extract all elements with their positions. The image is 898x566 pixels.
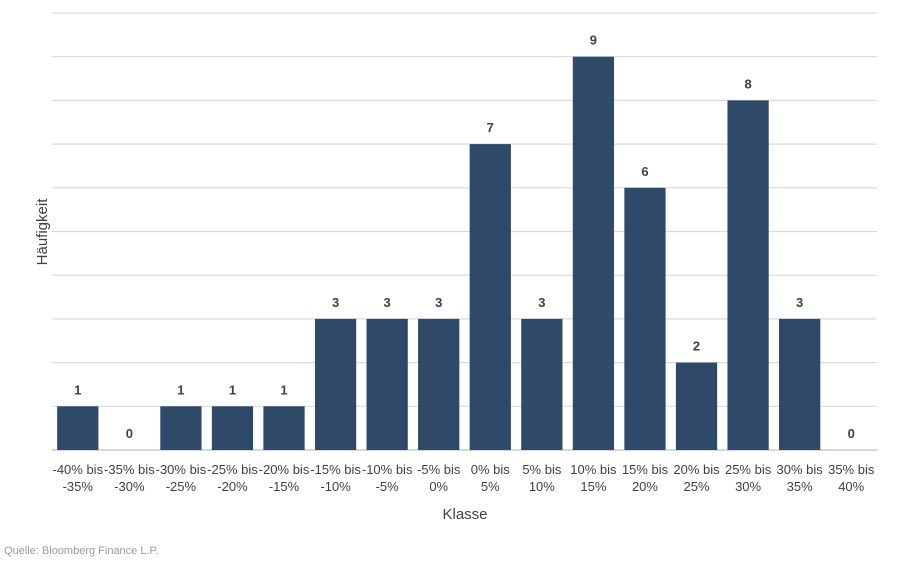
- bar: [418, 318, 460, 450]
- bar: [727, 100, 769, 451]
- bar: [624, 187, 666, 451]
- bar: [779, 318, 821, 450]
- value-label: 3: [538, 295, 545, 310]
- x-tick-label: 30% bis: [777, 462, 824, 477]
- x-tick-label: 10%: [529, 479, 555, 494]
- x-tick-label: 5%: [481, 479, 500, 494]
- x-tick-label: 30%: [735, 479, 761, 494]
- x-tick-label: -5% bis: [417, 462, 461, 477]
- value-label: 3: [435, 295, 442, 310]
- value-label: 2: [693, 339, 700, 354]
- x-tick-label: 10% bis: [570, 462, 617, 477]
- x-tick-label: 15% bis: [622, 462, 669, 477]
- x-tick-labels: -40% bis -35% -35% bis -30% -30% bis -25% -25%…: [52, 462, 874, 494]
- x-tick-label: -5%: [376, 479, 400, 494]
- x-tick-label: -30% bis: [156, 462, 207, 477]
- bar: [211, 406, 254, 450]
- x-tick-label: -20% bis: [259, 462, 310, 477]
- value-label: 0: [848, 426, 855, 441]
- value-label: 9: [590, 33, 597, 48]
- x-tick-label: 25%: [684, 479, 710, 494]
- x-tick-label: -15%: [269, 479, 300, 494]
- x-tick-label: -10% bis: [362, 462, 413, 477]
- bar: [160, 406, 202, 450]
- bar: [675, 362, 718, 450]
- value-label: 8: [744, 76, 751, 91]
- x-tick-label: -30%: [114, 479, 145, 494]
- value-label: 1: [177, 382, 184, 397]
- x-tick-label: 35% bis: [828, 462, 875, 477]
- value-label: 1: [74, 382, 81, 397]
- x-tick-label: -40% bis: [52, 462, 103, 477]
- x-tick-label: 0%: [429, 479, 448, 494]
- x-tick-label: -35%: [63, 479, 94, 494]
- x-tick-label: 35%: [787, 479, 813, 494]
- x-tick-label: -10%: [320, 479, 351, 494]
- bar: [521, 318, 563, 450]
- value-label: 0: [126, 426, 133, 441]
- x-tick-label: -35% bis: [104, 462, 155, 477]
- bar: [263, 406, 305, 450]
- value-label: 1: [229, 382, 236, 397]
- bar: [469, 144, 511, 450]
- x-tick-label: 20% bis: [673, 462, 720, 477]
- bars: [57, 56, 821, 451]
- x-tick-label: 0% bis: [471, 462, 511, 477]
- x-tick-label: 25% bis: [725, 462, 772, 477]
- source-note: Quelle: Bloomberg Finance L.P.: [4, 545, 159, 557]
- x-tick-label: -25%: [166, 479, 197, 494]
- value-labels: 1 0 1 1 1 3 3 3 7 3 9 6 2 8 3 0: [74, 33, 855, 441]
- x-tick-label: 20%: [632, 479, 658, 494]
- x-tick-label: -15% bis: [310, 462, 361, 477]
- value-label: 1: [280, 382, 287, 397]
- bar: [572, 56, 615, 450]
- value-label: 6: [641, 164, 648, 179]
- value-label: 3: [384, 295, 391, 310]
- y-axis-label: Häufigkeit: [34, 198, 51, 266]
- value-label: 3: [332, 295, 339, 310]
- x-tick-label: -25% bis: [207, 462, 258, 477]
- x-tick-label: -20%: [217, 479, 248, 494]
- x-axis-label: Klasse: [442, 506, 487, 523]
- value-label: 3: [796, 295, 803, 310]
- x-tick-label: 5% bis: [522, 462, 562, 477]
- bar: [366, 318, 408, 450]
- bar: [57, 406, 99, 450]
- bar: [314, 318, 357, 450]
- x-tick-label: 15%: [580, 479, 606, 494]
- value-label: 7: [487, 120, 494, 135]
- x-tick-label: 40%: [838, 479, 864, 494]
